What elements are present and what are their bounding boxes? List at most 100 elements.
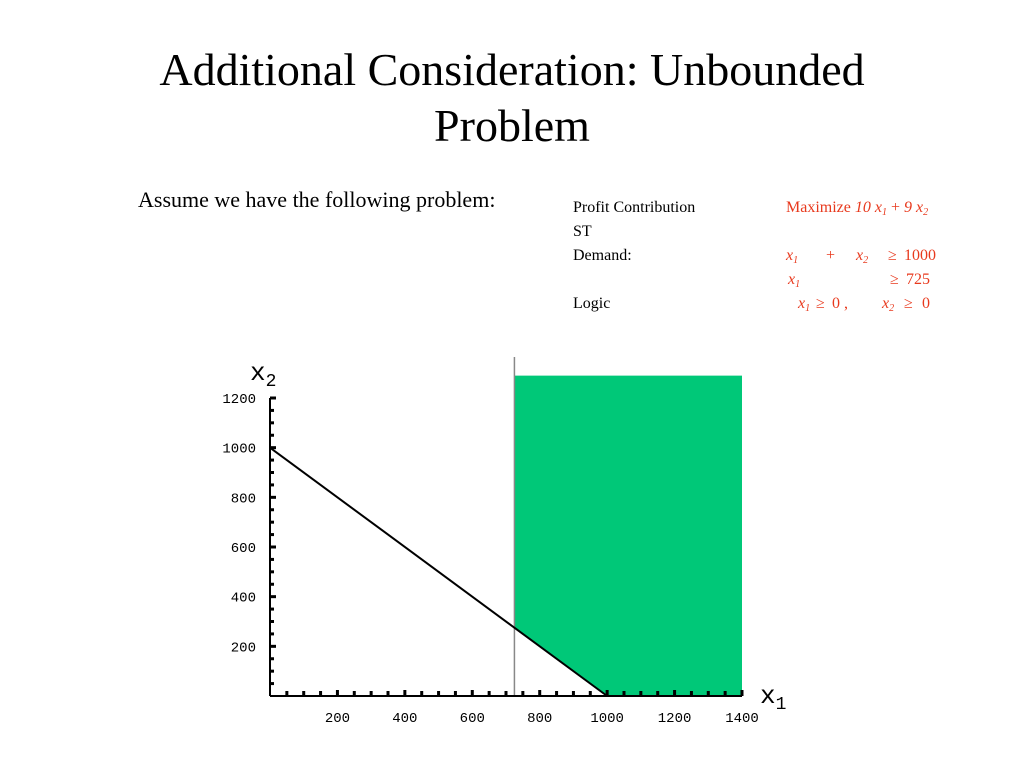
x-major-tick [538,690,542,696]
y-tick-label: 200 [231,640,256,656]
label-profit-contribution: Profit Contribution [573,199,696,216]
y-axis-title: x2 [250,358,276,392]
intro-text: Assume we have the following problem: [138,187,496,212]
x-minor-tick [504,691,508,695]
logic-constraints: x1 ≥ 0 , x2 ≥ 0 [786,292,930,316]
objective-x2-sub: 2 [923,207,929,218]
x-major-tick [673,690,677,696]
x-major-tick [335,690,339,696]
x-minor-tick [437,691,441,695]
x-tick-label: 1000 [590,711,624,727]
constraint-demand-sum: x1 + x2 ≥ 1000 [786,244,936,268]
x-minor-tick [369,691,373,695]
y-tick-label: 1000 [222,442,256,458]
tick-layer: 200 400 600 800 1000 1200 1400 200 400 600 800 1000… [222,392,758,727]
c1-rhs: 1000 [904,247,936,264]
x-minor-tick [420,691,424,695]
c2-x1-sub: 1 [795,279,801,290]
x-axis-subscript: 1 [776,695,787,715]
logic-x1: x [798,295,806,312]
logic-rhs-1: 0 , [832,295,848,312]
x-major-tick [403,690,407,696]
y-major-tick [270,644,276,648]
y-minor-tick [270,607,274,611]
y-major-tick [270,396,276,400]
label-demand: Demand: [573,247,632,264]
problem-labels: Profit Contribution ST Demand: Logic [573,196,695,316]
c1-sign: ≥ [888,247,897,264]
x-minor-tick [285,691,289,695]
y-minor-tick [270,533,274,537]
x-minor-tick [706,691,710,695]
x-axis-title: x1 [760,681,786,715]
objective-coef-1: 10 [854,199,871,216]
x-minor-tick [319,691,323,695]
constraint-demand-x1: x1 ≥ 725 [786,268,930,292]
problem-formulation: Maximize 10 x1 + 9 x2 x1 + x2 ≥ 1000 x1 … [786,196,936,316]
x-major-tick [470,690,474,696]
c1-x2-sub: 2 [863,255,869,266]
x-tick-label: 400 [392,711,417,727]
slide-title-line-1: Additional Consideration: Unbounded [159,44,865,95]
region-layer [514,375,742,696]
y-major-tick [270,446,276,450]
y-minor-tick [270,421,274,425]
x-minor-tick [352,691,356,695]
x-minor-tick [386,691,390,695]
y-tick-label: 800 [231,491,256,507]
c1-x1-sub: 1 [793,255,799,266]
x-minor-tick [555,691,559,695]
y-minor-tick [270,570,274,574]
logic-x2-sub: 2 [889,303,895,314]
x-minor-tick [639,691,643,695]
x-axis-symbol: x [760,681,776,711]
feasible-region [514,375,742,696]
x-minor-tick [302,691,306,695]
x-major-tick [605,690,609,696]
label-st: ST [573,223,592,240]
y-minor-tick [270,557,274,561]
y-minor-tick [270,657,274,661]
slide-title: Additional Consideration: Unbounded Prob… [0,42,1024,154]
c2-x1: x [788,271,796,288]
slide-title-line-2: Problem [434,100,590,151]
y-minor-tick [270,483,274,487]
c1-x2: x [856,247,864,264]
x-major-tick [740,690,744,696]
logic-sign-1: ≥ [816,295,825,312]
y-minor-tick [270,471,274,474]
x-minor-tick [656,691,660,695]
c1-plus: + [826,247,836,264]
x-minor-tick [571,691,575,695]
y-minor-tick [270,582,274,586]
logic-sign-2: ≥ [904,295,913,312]
y-tick-label: 600 [231,541,256,557]
y-axis-subscript: 2 [266,372,277,392]
y-major-tick [270,545,276,549]
x-minor-tick [487,691,491,695]
y-minor-tick [270,458,274,462]
y-major-tick [270,595,276,599]
x-minor-tick [521,691,525,695]
y-minor-tick [270,508,274,512]
y-minor-tick [270,408,274,412]
logic-x1-sub: 1 [805,303,811,314]
c2-sign: ≥ [890,271,899,288]
x-minor-tick [453,691,457,695]
y-major-tick [270,495,276,499]
y-tick-label: 1200 [222,392,256,408]
c1-x1: x [786,247,794,264]
line-layer [269,357,608,697]
x-minor-tick [723,691,727,695]
x-minor-tick [689,691,693,695]
objective-coef-2: 9 [904,199,913,216]
label-logic: Logic [573,295,611,312]
x-minor-tick [622,691,626,695]
y-minor-tick [270,632,274,636]
x-tick-label: 200 [325,711,350,727]
logic-x2: x [882,295,890,312]
objective-x2: x [916,199,924,216]
objective-x1: x [874,199,882,216]
c2-rhs: 725 [906,271,930,288]
objective-keyword: Maximize [786,199,855,216]
